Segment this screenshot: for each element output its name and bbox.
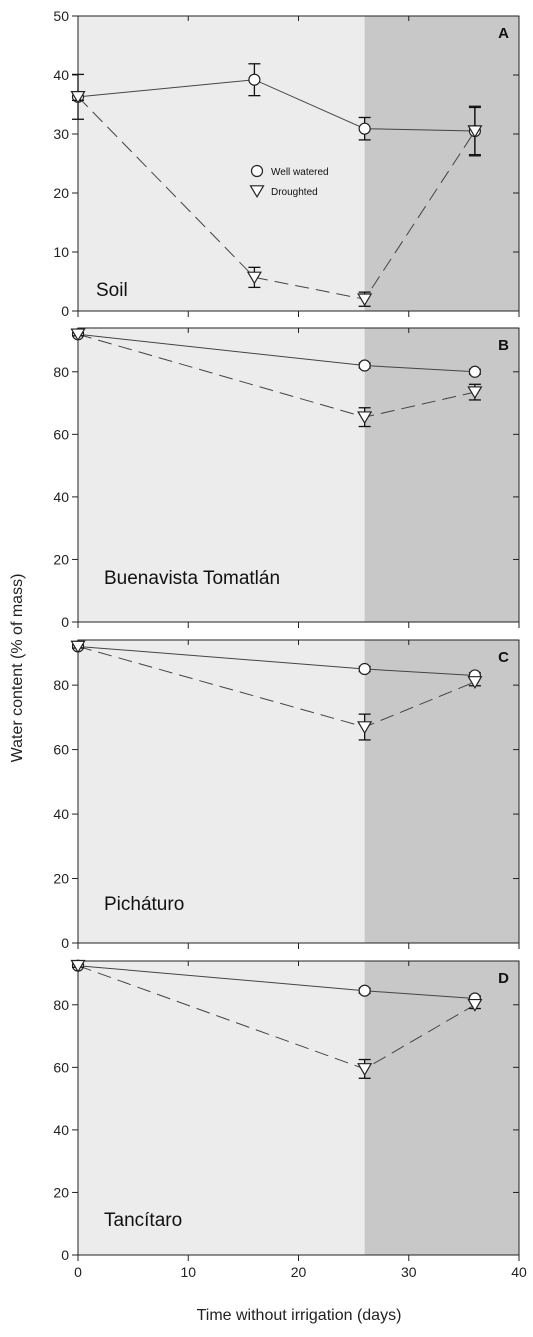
panel-label: Picháturo — [104, 894, 184, 915]
panel-c: 0 20 40 60 80 C Picháturo — [53, 639, 520, 951]
y-tick-label: 40 — [53, 67, 69, 83]
y-tick-label: 80 — [53, 997, 69, 1013]
y-tick-label: 20 — [53, 551, 69, 567]
panel-letter: B — [498, 337, 509, 354]
y-tick-label: 60 — [53, 1059, 69, 1075]
x-axis-title: Time without irrigation (days) — [197, 1307, 402, 1324]
x-tick-label: 0 — [74, 1264, 82, 1280]
y-tick-label: 60 — [53, 426, 69, 442]
panel-a: 0 10 20 30 40 50 A Soil — [53, 8, 520, 319]
x-tick-label: 10 — [180, 1264, 196, 1280]
y-tick-label: 30 — [53, 126, 69, 142]
y-tick-label: 20 — [53, 871, 69, 887]
droughted-point — [357, 293, 373, 307]
legend: Well watered Droughted — [249, 164, 329, 199]
droughted-point — [357, 721, 373, 735]
well-watered-point — [248, 73, 261, 86]
y-tick-label: 50 — [53, 8, 69, 24]
droughted-point — [357, 411, 373, 425]
y-tick-label: 20 — [53, 185, 69, 201]
shaded-region — [364, 328, 519, 622]
droughted-point — [467, 676, 483, 689]
y-tick-label: 10 — [53, 244, 69, 260]
plot-frame — [77, 639, 520, 944]
legend-label: Droughted — [271, 187, 318, 198]
plot-frame — [77, 327, 520, 623]
droughted-point — [467, 125, 483, 139]
legend-label: Well watered — [271, 167, 329, 178]
droughted-point — [467, 998, 483, 1012]
droughted-line — [77, 96, 476, 300]
panel-b: 0 20 40 60 80 B Buenavista Tomatlán — [53, 327, 520, 630]
panel-label: Tancítaro — [104, 1210, 182, 1231]
x-tick-label: 40 — [511, 1264, 527, 1280]
y-tick-label: 40 — [53, 806, 69, 822]
droughted-point — [70, 91, 86, 104]
y-tick-label: 0 — [61, 303, 69, 319]
y-tick-label: 0 — [61, 935, 69, 951]
panel-letter: D — [498, 970, 509, 987]
shaded-region — [364, 961, 519, 1255]
x-tick-label: 30 — [401, 1264, 417, 1280]
droughted-point — [70, 959, 86, 973]
y-tick-label: 80 — [53, 677, 69, 693]
shaded-region — [364, 640, 519, 943]
legend-circle-marker — [250, 164, 264, 178]
y-tick-label: 0 — [61, 614, 69, 630]
y-tick-label: 40 — [53, 489, 69, 505]
shaded-region — [364, 16, 519, 311]
plot-frame — [77, 960, 520, 1256]
droughted-point — [467, 386, 483, 400]
droughted-point — [357, 1063, 373, 1076]
plot-frame — [77, 15, 520, 312]
y-axis-title: Water content (% of mass) — [9, 574, 26, 763]
panel-label: Buenavista Tomatlán — [104, 568, 280, 589]
well-watered-point — [468, 365, 481, 378]
droughted-point — [70, 640, 86, 654]
panel-letter: C — [498, 649, 509, 666]
well-watered-point — [358, 984, 371, 997]
y-tick-label: 20 — [53, 1184, 69, 1200]
y-tick-label: 80 — [53, 364, 69, 380]
droughted-point — [70, 328, 86, 342]
x-tick-label: 20 — [291, 1264, 307, 1280]
y-tick-label: 40 — [53, 1122, 69, 1138]
y-tick-label: 60 — [53, 742, 69, 758]
well-watered-point — [358, 662, 371, 676]
panel-d: 0 20 40 60 80 0 10 20 30 40 D Tancítaro — [53, 959, 527, 1280]
panel-letter: A — [498, 25, 509, 42]
legend-triangle-marker — [249, 185, 265, 199]
y-tick-label: 0 — [61, 1247, 69, 1263]
well-watered-point — [358, 122, 371, 135]
droughted-point — [246, 271, 262, 285]
well-watered-point — [358, 359, 371, 372]
well-watered-line — [77, 79, 475, 132]
panel-label: Soil — [96, 280, 128, 301]
